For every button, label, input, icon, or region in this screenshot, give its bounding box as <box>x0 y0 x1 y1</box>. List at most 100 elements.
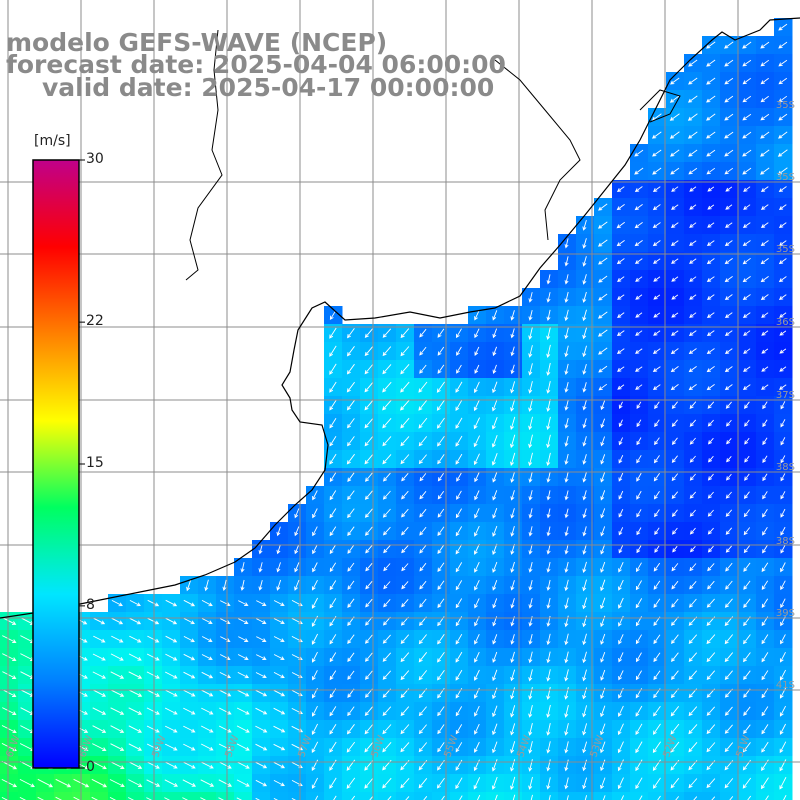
wind-arrow <box>418 742 428 753</box>
wind-arrow <box>780 580 786 591</box>
wind-arrow <box>2 671 17 679</box>
wind-arrow <box>494 794 498 800</box>
wind-arrow <box>255 797 261 800</box>
wind-arrow <box>492 723 498 736</box>
wind-arrow <box>546 723 551 736</box>
wind-arrow <box>688 77 698 85</box>
wind-arrow <box>743 348 751 354</box>
wind-arrow <box>566 795 569 800</box>
wind-arrow <box>329 580 337 591</box>
wind-cell <box>18 792 37 800</box>
wind-arrow <box>382 472 391 482</box>
wind-arrow <box>618 527 624 536</box>
wind-arrow <box>528 561 533 573</box>
wind-arrow <box>255 761 268 769</box>
wind-arrow <box>146 653 160 661</box>
wind-cell <box>684 792 703 800</box>
wind-arrow <box>236 761 250 769</box>
wind-arrow <box>564 544 569 555</box>
wind-arrow <box>760 258 769 265</box>
wind-arrow <box>510 508 515 519</box>
wind-arrow <box>2 635 17 643</box>
wind-cell <box>378 792 397 800</box>
wind-arrow <box>437 562 445 572</box>
wind-arrow <box>616 204 625 211</box>
wind-arrow <box>201 618 213 625</box>
wind-arrow <box>383 545 391 554</box>
wind-arrow <box>128 725 143 733</box>
wind-arrow <box>437 490 445 500</box>
wind-arrow <box>419 328 427 338</box>
wind-arrow <box>312 526 318 537</box>
wind-cell <box>180 792 199 800</box>
wind-arrow <box>616 221 625 229</box>
wind-arrow <box>200 761 214 769</box>
wind-arrow <box>418 652 428 663</box>
wind-arrow <box>419 473 427 482</box>
wind-arrow <box>564 363 569 376</box>
wind-arrow <box>744 437 750 445</box>
wind-arrow <box>364 724 374 735</box>
wind-arrow <box>600 544 606 555</box>
wind-arrow <box>473 381 480 394</box>
wind-arrow <box>165 653 178 661</box>
wind-arrow <box>671 634 679 645</box>
wind-arrow <box>762 526 768 536</box>
wind-arrow <box>671 258 679 264</box>
wind-arrow <box>670 149 680 157</box>
wind-arrow <box>400 724 410 735</box>
wind-arrow <box>778 258 787 265</box>
wind-arrow <box>204 579 209 592</box>
wind-arrow <box>707 186 715 192</box>
wind-arrow <box>183 725 196 733</box>
wind-arrow <box>600 472 606 483</box>
wind-arrow <box>707 580 715 590</box>
wind-arrow <box>657 795 661 800</box>
wind-cell <box>252 792 271 800</box>
wind-arrow <box>492 741 498 754</box>
wind-arrow <box>146 707 160 715</box>
wind-arrow <box>129 599 141 607</box>
coastline <box>0 17 800 619</box>
wind-arrow <box>724 652 734 663</box>
wind-arrow <box>437 634 445 645</box>
wind-arrow <box>634 149 644 157</box>
wind-arrow <box>688 149 698 157</box>
wind-arrow <box>509 434 516 449</box>
wind-arrow <box>329 526 337 537</box>
wind-arrow <box>669 113 680 121</box>
wind-arrow <box>670 366 679 373</box>
latitude-label: 35S <box>776 244 795 255</box>
wind-arrow <box>743 706 751 716</box>
wind-arrow <box>546 633 551 646</box>
wind-arrow <box>652 167 662 175</box>
wind-arrow <box>688 670 698 680</box>
wind-arrow <box>582 508 587 519</box>
wind-cell <box>450 792 469 800</box>
wind-arrow <box>437 364 445 374</box>
wind-arrow <box>600 777 606 790</box>
wind-arrow <box>364 634 373 644</box>
wind-arrow <box>617 705 624 717</box>
wind-arrow <box>164 689 178 697</box>
wind-arrow <box>707 222 715 228</box>
wind-arrow <box>383 563 391 572</box>
wind-arrow <box>382 418 392 429</box>
wind-arrow <box>400 436 410 447</box>
latitude-label: 35S <box>776 100 795 111</box>
wind-arrow <box>672 545 678 553</box>
wind-arrow <box>276 579 282 591</box>
wind-arrow <box>347 328 355 339</box>
wind-arrow <box>725 562 733 572</box>
wind-arrow <box>687 113 698 121</box>
wind-arrow <box>530 794 533 800</box>
wind-arrow <box>688 384 697 391</box>
wind-arrow <box>364 418 374 429</box>
wind-arrow <box>91 796 99 800</box>
wind-arrow <box>474 508 480 519</box>
wind-arrow <box>473 399 480 412</box>
wind-arrow <box>333 795 337 800</box>
wind-arrow <box>512 794 516 800</box>
wind-arrow <box>742 777 752 789</box>
wind-arrow <box>474 490 480 501</box>
